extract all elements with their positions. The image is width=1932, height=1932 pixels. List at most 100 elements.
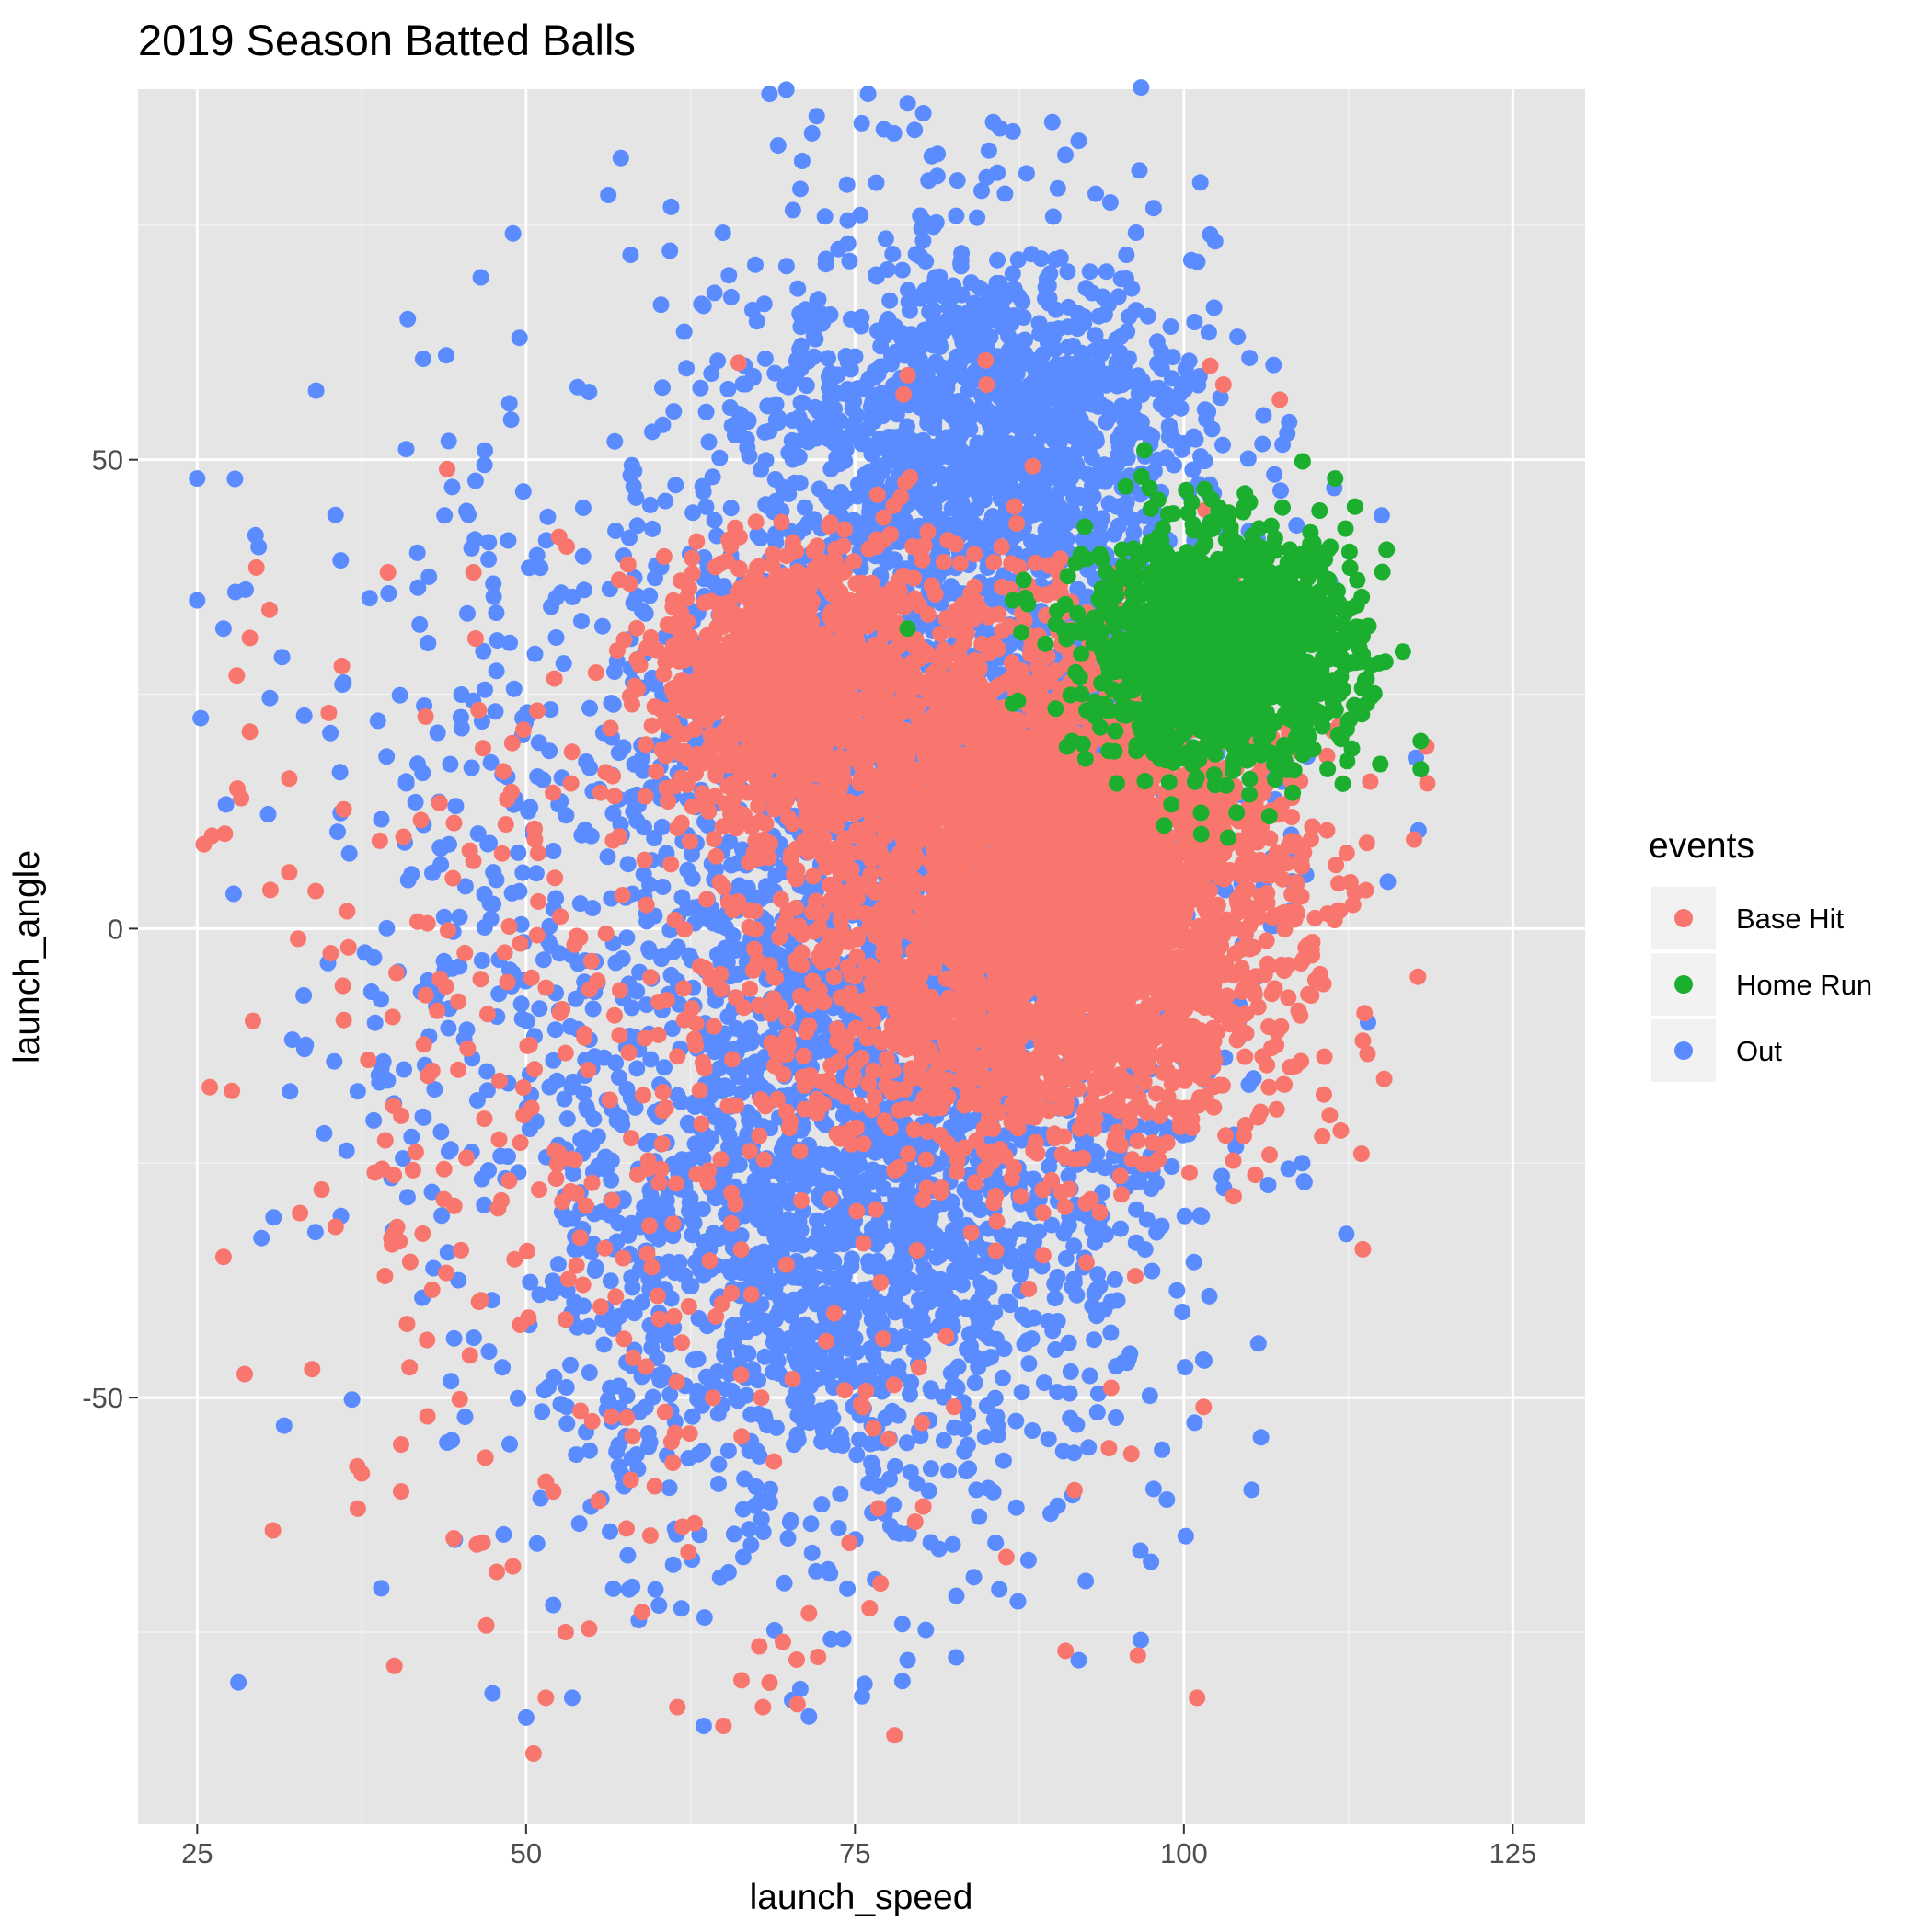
data-point: [962, 274, 980, 292]
data-point: [903, 1374, 920, 1391]
data-point: [1033, 483, 1051, 500]
data-point: [618, 1387, 636, 1405]
data-point: [1023, 1330, 1041, 1348]
data-point: [1152, 396, 1169, 413]
data-point: [539, 508, 557, 525]
data-point: [971, 1508, 988, 1525]
data-point: [784, 451, 801, 468]
data-point: [784, 201, 801, 219]
data-point: [950, 490, 968, 507]
data-point: [1196, 401, 1213, 419]
data-point: [886, 1304, 903, 1321]
data-point: [663, 1020, 681, 1037]
chart-title: 2019 Season Batted Balls: [138, 16, 636, 64]
data-point: [852, 206, 869, 224]
data-point: [1049, 1497, 1066, 1514]
data-point: [963, 1347, 981, 1364]
data-point: [602, 1272, 619, 1290]
data-point: [1057, 1250, 1075, 1267]
data-point: [1108, 1358, 1125, 1375]
data-point: [898, 1434, 915, 1452]
data-point: [948, 207, 965, 224]
data-point: [704, 572, 721, 590]
data-point: [1118, 247, 1135, 263]
data-point: [1060, 1217, 1077, 1235]
data-point: [978, 1351, 995, 1368]
data-point: [1068, 1416, 1086, 1433]
data-point: [865, 1346, 882, 1363]
data-point: [1086, 1284, 1103, 1302]
data-point: [944, 1535, 961, 1553]
data-point: [1213, 1167, 1231, 1185]
data-point: [1086, 531, 1103, 548]
data-point: [1133, 1631, 1149, 1649]
data-point: [922, 1534, 939, 1551]
data-point: [949, 348, 966, 365]
data-point: [1200, 324, 1217, 341]
data-point: [920, 1482, 937, 1500]
data-point: [948, 1649, 965, 1666]
data-point: [683, 1277, 700, 1294]
data-point: [1110, 288, 1127, 305]
data-point: [791, 1680, 809, 1697]
data-point: [1124, 512, 1142, 529]
data-point: [1214, 436, 1231, 454]
data-point: [932, 466, 949, 483]
data-point: [917, 1621, 935, 1639]
data-point: [545, 843, 562, 859]
data-point: [881, 292, 899, 309]
data-point: [955, 1420, 972, 1438]
data-point: [719, 380, 737, 397]
data-point: [1090, 1216, 1108, 1234]
data-point: [799, 1268, 817, 1285]
data-point: [684, 1408, 701, 1425]
data-point: [1044, 208, 1062, 225]
data-point: [587, 1259, 604, 1276]
data-point: [647, 1581, 664, 1598]
data-point: [943, 1193, 960, 1211]
data-point: [1069, 305, 1087, 322]
data-point: [884, 246, 902, 263]
data-point: [960, 412, 978, 429]
data-point: [811, 1224, 828, 1241]
data-point: [777, 81, 795, 98]
data-point: [848, 1446, 866, 1464]
data-point: [721, 833, 739, 850]
data-point: [1058, 531, 1075, 548]
data-point: [1030, 1223, 1048, 1240]
data-point: [1076, 380, 1094, 397]
data-point: [738, 1386, 755, 1404]
data-point: [914, 105, 932, 121]
data-point: [1043, 1216, 1061, 1234]
data-point: [993, 477, 1010, 494]
data-point: [830, 240, 847, 258]
data-point: [1040, 1431, 1057, 1448]
data-point: [661, 1479, 678, 1497]
data-point: [883, 1402, 901, 1420]
data-point: [971, 1257, 988, 1274]
data-point: [725, 1525, 742, 1543]
data-point: [964, 1190, 982, 1208]
data-point: [793, 153, 811, 169]
data-point: [991, 276, 1008, 293]
data-point: [839, 1580, 857, 1597]
data-point: [924, 1287, 941, 1304]
data-point: [830, 1520, 847, 1537]
data-point: [1045, 328, 1063, 346]
data-point: [1049, 1384, 1066, 1401]
data-point: [1254, 435, 1271, 453]
data-point: [669, 1087, 686, 1104]
data-point: [1288, 517, 1305, 535]
data-point: [680, 1450, 697, 1467]
data-point: [710, 1475, 727, 1492]
data-point: [767, 867, 785, 884]
data-point: [902, 1464, 919, 1481]
data-point: [1177, 1359, 1194, 1376]
data-point: [1046, 520, 1063, 537]
data-point: [1272, 482, 1289, 500]
data-point: [710, 1455, 728, 1473]
data-point: [545, 1596, 562, 1614]
data-point: [1194, 1351, 1212, 1368]
data-point: [822, 306, 839, 323]
